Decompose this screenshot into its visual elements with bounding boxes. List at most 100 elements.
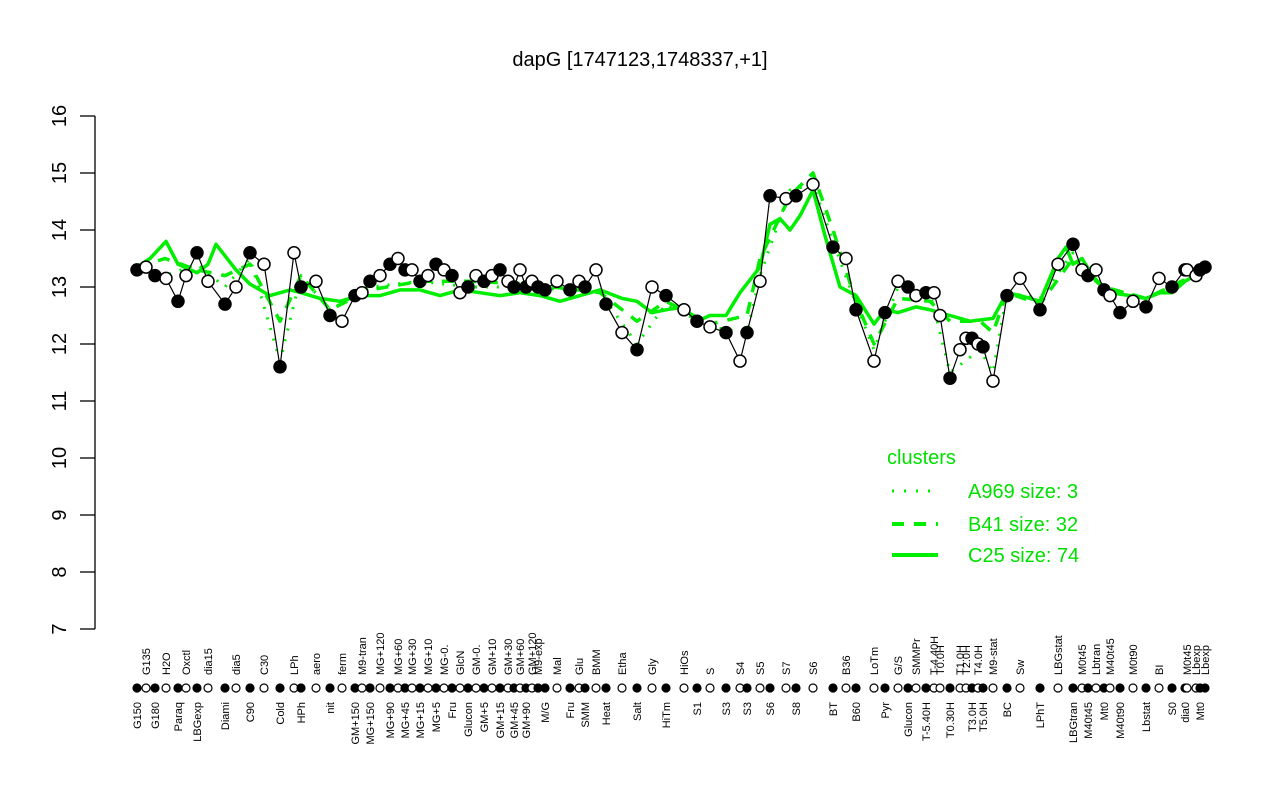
x-tick-label: ferm: [337, 653, 349, 675]
y-tick-label: 13: [49, 276, 71, 298]
strip-marker: [161, 683, 171, 693]
data-point: [273, 360, 287, 374]
strip-marker: [781, 683, 791, 693]
x-tick-label: dia5: [231, 654, 243, 675]
strip-marker: [647, 683, 657, 693]
x-tick-label: G135: [141, 648, 153, 675]
x-tick-label: Lbstat: [1141, 702, 1153, 732]
strip-marker: [181, 683, 191, 693]
data-point: [927, 285, 941, 300]
data-point: [139, 260, 153, 274]
data-point: [599, 297, 613, 311]
data-point: [309, 274, 323, 289]
data-point: [703, 320, 717, 334]
data-point: [867, 354, 881, 368]
x-tick-label: T0.0H: [935, 645, 947, 675]
data-point: [1013, 271, 1027, 286]
x-tick-label: T1.0H: [955, 645, 967, 675]
y-tick-label: 16: [49, 105, 71, 127]
y-tick-label: 14: [49, 219, 71, 241]
data-point: [806, 177, 820, 192]
x-tick-label: MG+30: [407, 639, 419, 675]
x-tick-label: GM+90: [521, 702, 533, 738]
strip-marker: [1128, 683, 1138, 693]
x-tick-label: G180: [150, 702, 162, 729]
strip-marker: [337, 683, 347, 693]
strip-marker: [791, 683, 801, 693]
x-tick-label: HiOs: [679, 650, 691, 675]
x-tick-label: M0t45: [1077, 644, 1089, 675]
x-tick-label: S6: [808, 662, 820, 675]
x-tick-label: T-4.40H: [929, 636, 941, 675]
data-point: [763, 189, 777, 203]
x-tick-label: S5: [755, 662, 767, 675]
x-tick-label: GM+120: [527, 633, 539, 676]
x-tick-label: Lbexp: [1200, 645, 1212, 675]
data-point: [287, 246, 301, 260]
strip-marker: [150, 683, 160, 693]
x-tick-label: HPh: [296, 702, 308, 723]
x-tick-label: Fru: [565, 702, 577, 719]
y-tick-label: 12: [49, 333, 71, 355]
x-tick-label: SMM: [580, 702, 592, 728]
data-point: [179, 268, 193, 283]
strip-marker: [869, 683, 879, 693]
x-tick-label: S4: [735, 662, 747, 675]
x-tick-label: Paraq: [173, 702, 185, 731]
strip-marker: [1068, 683, 1078, 693]
data-point: [789, 189, 803, 203]
x-tick-label: GlcN: [455, 651, 467, 676]
x-tick-label: Cold: [275, 702, 287, 725]
strip-marker: [705, 683, 715, 693]
data-point: [363, 274, 377, 289]
data-point: [373, 268, 387, 283]
x-tick-label: S8: [791, 702, 803, 715]
x-tick-label: Diami: [220, 702, 232, 730]
data-point: [229, 280, 243, 294]
data-point: [550, 274, 564, 289]
data-point: [257, 257, 271, 271]
x-tick-label: T5.0H: [978, 702, 990, 732]
strip-marker: [1105, 683, 1115, 693]
x-tick-label: B60: [851, 702, 863, 722]
strip-marker: [661, 683, 671, 693]
data-point: [1103, 288, 1117, 303]
strip-marker: [978, 683, 988, 693]
strip-marker: [1015, 683, 1025, 693]
x-tick-label: GM+15: [495, 702, 507, 738]
x-tick-label: Glu: [574, 658, 586, 675]
strip-marker: [1083, 683, 1093, 693]
x-labels: G150 G135 G180 H2O Paraq Oxctl LBGexp dia15 Diam…: [132, 633, 1212, 745]
y-axis: 7 8 9 10 11 12 13 14 15 16: [49, 105, 96, 635]
x-tick-label: S3: [742, 702, 754, 715]
strip-marker: [580, 683, 590, 693]
data-point: [190, 246, 204, 260]
x-tick-label: T3.0H: [967, 702, 979, 732]
data-point: [630, 342, 644, 357]
x-tick-label: Salt: [632, 702, 644, 721]
strip-marker: [245, 683, 255, 693]
strip-marker: [903, 683, 913, 693]
x-tick-label: Oxctl: [181, 650, 193, 675]
cluster-line-dashed: [136, 171, 1206, 346]
strip-marker: [1053, 683, 1063, 693]
data-point: [589, 263, 603, 277]
x-tick-label: BMM: [591, 649, 603, 675]
x-tick-label: HiTm: [661, 702, 673, 728]
strip-marker: [220, 683, 230, 693]
data-point: [1152, 271, 1166, 286]
strip-marker: [1200, 683, 1210, 693]
data-point: [839, 251, 853, 266]
data-point: [943, 371, 957, 385]
x-label-strip: [132, 683, 1210, 693]
strip-marker: [471, 683, 481, 693]
data-point: [1089, 263, 1103, 277]
y-tick-label: 7: [49, 623, 71, 634]
legend-entry-b41: B41 size: 32: [968, 514, 1078, 536]
x-tick-label: MG-0.: [439, 644, 451, 675]
x-tick-label: LBGstat: [1053, 635, 1065, 675]
strip-marker: [1091, 683, 1101, 693]
strip-marker: [431, 683, 441, 693]
legend-title: clusters: [887, 447, 956, 469]
x-tick-label: LBGexp: [192, 702, 204, 742]
